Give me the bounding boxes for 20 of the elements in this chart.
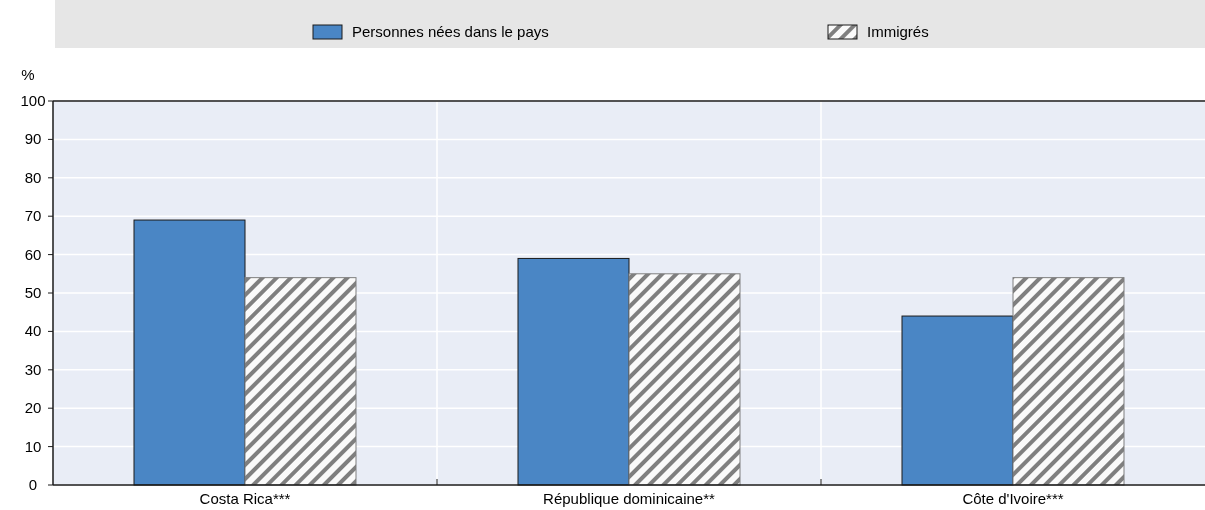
y-tick-label: 60 xyxy=(24,245,42,263)
y-tick-label: 70 xyxy=(24,207,42,225)
legend-label: Immigrés xyxy=(867,23,929,40)
y-tick-label: 20 xyxy=(24,399,42,417)
bar xyxy=(628,273,741,486)
bar xyxy=(244,277,357,486)
y-axis-title: % xyxy=(21,66,35,83)
y-tick-label: 50 xyxy=(24,284,42,301)
y-tick-label: 0 xyxy=(28,476,38,493)
bar xyxy=(1012,277,1125,486)
y-tick-label: 40 xyxy=(24,322,42,340)
y-tick-label: 30 xyxy=(24,360,42,378)
y-tick-label: 100 xyxy=(20,92,46,109)
x-tick-label: République dominicaine** xyxy=(543,490,716,507)
y-tick-label: 90 xyxy=(24,130,42,148)
x-tick-label: Côte d'Ivoire*** xyxy=(962,490,1064,507)
y-tick-label: 80 xyxy=(24,168,42,186)
x-tick-label: Costa Rica*** xyxy=(199,490,291,507)
legend-label: Personnes nées dans le pays xyxy=(352,23,549,40)
y-tick-label: 10 xyxy=(24,437,42,455)
